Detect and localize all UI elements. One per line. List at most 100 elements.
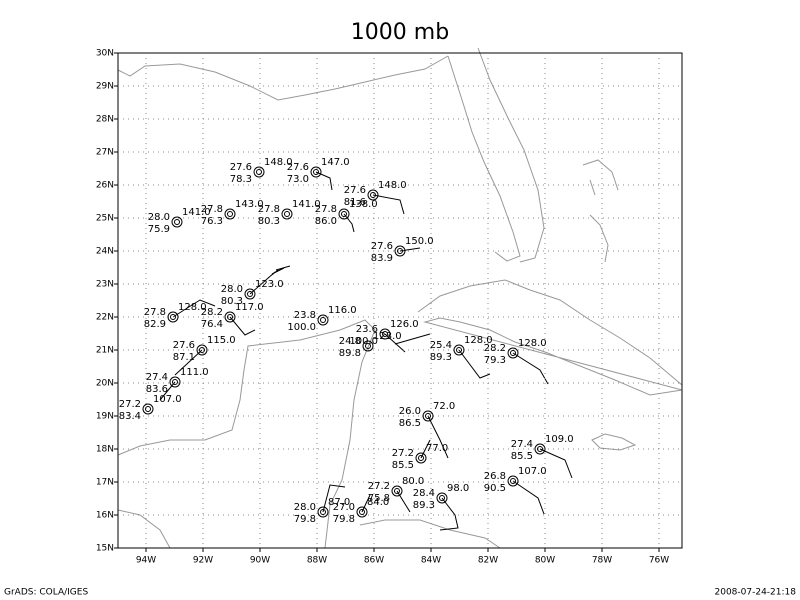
- station-dot: [320, 509, 326, 515]
- station-height: 147.0: [321, 157, 350, 168]
- station-dew: 80.3: [258, 216, 280, 227]
- station-dot: [320, 317, 326, 323]
- station-temp: 27.8: [144, 307, 166, 318]
- station-ring: [171, 216, 183, 228]
- station-ring: [167, 311, 179, 323]
- station-ring: [367, 189, 379, 201]
- station-dot: [172, 379, 178, 385]
- station-height: 84.0: [367, 497, 389, 508]
- station-dot: [170, 314, 176, 320]
- station-temp: 28.0: [294, 502, 316, 513]
- station-ring: [244, 288, 256, 300]
- footer-left: GrADS: COLA/IGES: [4, 588, 88, 598]
- lat-label: 19N: [96, 412, 114, 422]
- lat-label: 16N: [96, 511, 114, 521]
- station-dew: 79.8: [333, 514, 355, 525]
- station-dot: [227, 314, 233, 320]
- coastline: [591, 433, 637, 451]
- station: 27.6 148.0 78.3: [230, 157, 293, 185]
- station-height: 141.0: [182, 207, 211, 218]
- lon-label: 90W: [250, 556, 270, 566]
- station: 23.8 116.0 100.0: [287, 305, 356, 333]
- station-dot: [439, 495, 445, 501]
- station: 26.8 107.0 90.5: [484, 466, 547, 494]
- coastline: [359, 519, 501, 549]
- wind-barb: [159, 349, 459, 531]
- station-ring: [356, 506, 368, 518]
- station-ring: [224, 208, 236, 220]
- lon-label: 84W: [421, 556, 441, 566]
- lon-label: 92W: [193, 556, 213, 566]
- station-height: 141.0: [292, 199, 321, 210]
- map-title: 1000 mb: [351, 20, 449, 45]
- lat-label: 29N: [96, 82, 114, 92]
- station-height: 128.0: [464, 335, 493, 346]
- station-height: 148.0: [264, 157, 293, 168]
- station-height: 128.0: [518, 338, 547, 349]
- station-height: 80.0: [402, 476, 424, 487]
- station-height: 107.0: [518, 466, 547, 477]
- station-ring: [281, 208, 293, 220]
- station-dot: [370, 192, 376, 198]
- wind-barb: [315, 171, 421, 252]
- station-temp: 27.4: [511, 439, 533, 450]
- station-dew: 83.4: [119, 411, 141, 422]
- station-ring: [169, 376, 181, 388]
- station: 27.2 80.0 75.8: [368, 476, 425, 504]
- lat-label: 26N: [96, 181, 114, 191]
- station-dew: 87.1: [173, 352, 195, 363]
- coastline: [417, 279, 683, 396]
- station-temp: 24.8: [339, 336, 361, 347]
- station-dot: [199, 347, 205, 353]
- coastline: [117, 319, 376, 549]
- station-ring: [394, 245, 406, 257]
- station-temp: 27.8: [201, 204, 223, 215]
- station: 27.6 115.0 87.1: [173, 335, 236, 363]
- wind-barb: [384, 333, 573, 515]
- station-height: 123.0: [255, 279, 284, 290]
- lon-label: 86W: [364, 556, 384, 566]
- coastline: [582, 159, 619, 263]
- station-height: 115.0: [207, 335, 236, 346]
- station: 27.8 138.0 86.0: [315, 199, 378, 227]
- station-dot: [256, 169, 262, 175]
- station-temp: 28.0: [221, 284, 243, 295]
- station: 24.8 123.0 89.8: [339, 331, 402, 359]
- station-ring: [422, 410, 434, 422]
- station-ring: [453, 344, 465, 356]
- station-height: 150.0: [405, 236, 434, 247]
- coastline: [117, 55, 449, 101]
- station-height: 116.0: [328, 305, 357, 316]
- station-temp: 27.6: [371, 241, 393, 252]
- station-dot: [397, 248, 403, 254]
- station-dot: [456, 347, 462, 353]
- station-height: 72.0: [433, 401, 455, 412]
- station-dew: 83.9: [371, 253, 393, 264]
- station-dew: 78.3: [230, 174, 252, 185]
- station-temp: 27.4: [146, 372, 168, 383]
- station-dew: 76.4: [201, 319, 223, 330]
- station-ring: [317, 314, 329, 326]
- lon-label: 80W: [535, 556, 555, 566]
- lon-label: 88W: [307, 556, 327, 566]
- station: 27.2 107.0 83.4: [119, 394, 182, 422]
- coastline: [117, 509, 171, 549]
- station: 28.0 123.0 80.3: [221, 279, 284, 307]
- station-temp: 23.8: [294, 310, 316, 321]
- lon-label: 82W: [478, 556, 498, 566]
- station-dew: 89.3: [430, 352, 452, 363]
- station: 27.2 77.0 85.5: [392, 443, 449, 471]
- lon-label: 76W: [649, 556, 669, 566]
- station-ring: [196, 344, 208, 356]
- station-dot: [247, 291, 253, 297]
- station-ring: [436, 492, 448, 504]
- lat-label: 23N: [96, 280, 114, 290]
- lat-label: 20N: [96, 379, 114, 389]
- station-height: 148.0: [378, 180, 407, 191]
- station-dot: [418, 455, 424, 461]
- station-dew: 75.8: [368, 493, 390, 504]
- station: 27.6 150.0 83.9: [371, 236, 434, 264]
- station-height: 138.0: [349, 199, 378, 210]
- station-dot: [284, 211, 290, 217]
- station-dew: 79.8: [294, 514, 316, 525]
